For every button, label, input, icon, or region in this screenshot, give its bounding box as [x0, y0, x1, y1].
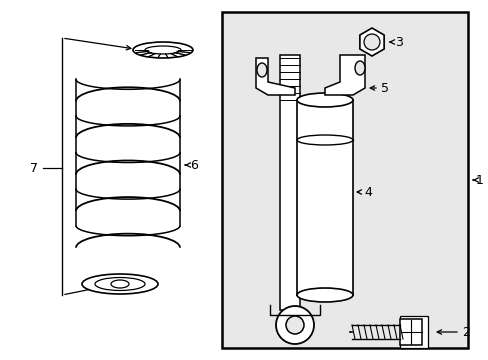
Ellipse shape: [145, 46, 181, 54]
Ellipse shape: [285, 316, 304, 334]
Text: 3: 3: [394, 36, 402, 49]
Ellipse shape: [111, 280, 129, 288]
Ellipse shape: [363, 34, 379, 50]
Bar: [296, 100, 352, 295]
Polygon shape: [256, 58, 294, 95]
Text: 2: 2: [461, 325, 469, 338]
Ellipse shape: [296, 93, 352, 107]
Text: 4: 4: [363, 185, 371, 198]
Polygon shape: [325, 55, 364, 95]
Text: 5: 5: [380, 81, 388, 95]
Bar: [222, 12, 467, 348]
Ellipse shape: [95, 278, 145, 291]
Ellipse shape: [296, 135, 352, 145]
Ellipse shape: [133, 42, 193, 58]
Bar: [399, 319, 421, 345]
Text: 1: 1: [475, 174, 483, 186]
Ellipse shape: [257, 63, 266, 77]
Ellipse shape: [354, 61, 364, 75]
Bar: [280, 55, 299, 310]
Ellipse shape: [275, 306, 313, 344]
Ellipse shape: [296, 288, 352, 302]
Bar: [399, 316, 427, 348]
Text: 7: 7: [30, 162, 38, 175]
Text: 6: 6: [190, 158, 198, 171]
Ellipse shape: [82, 274, 158, 294]
